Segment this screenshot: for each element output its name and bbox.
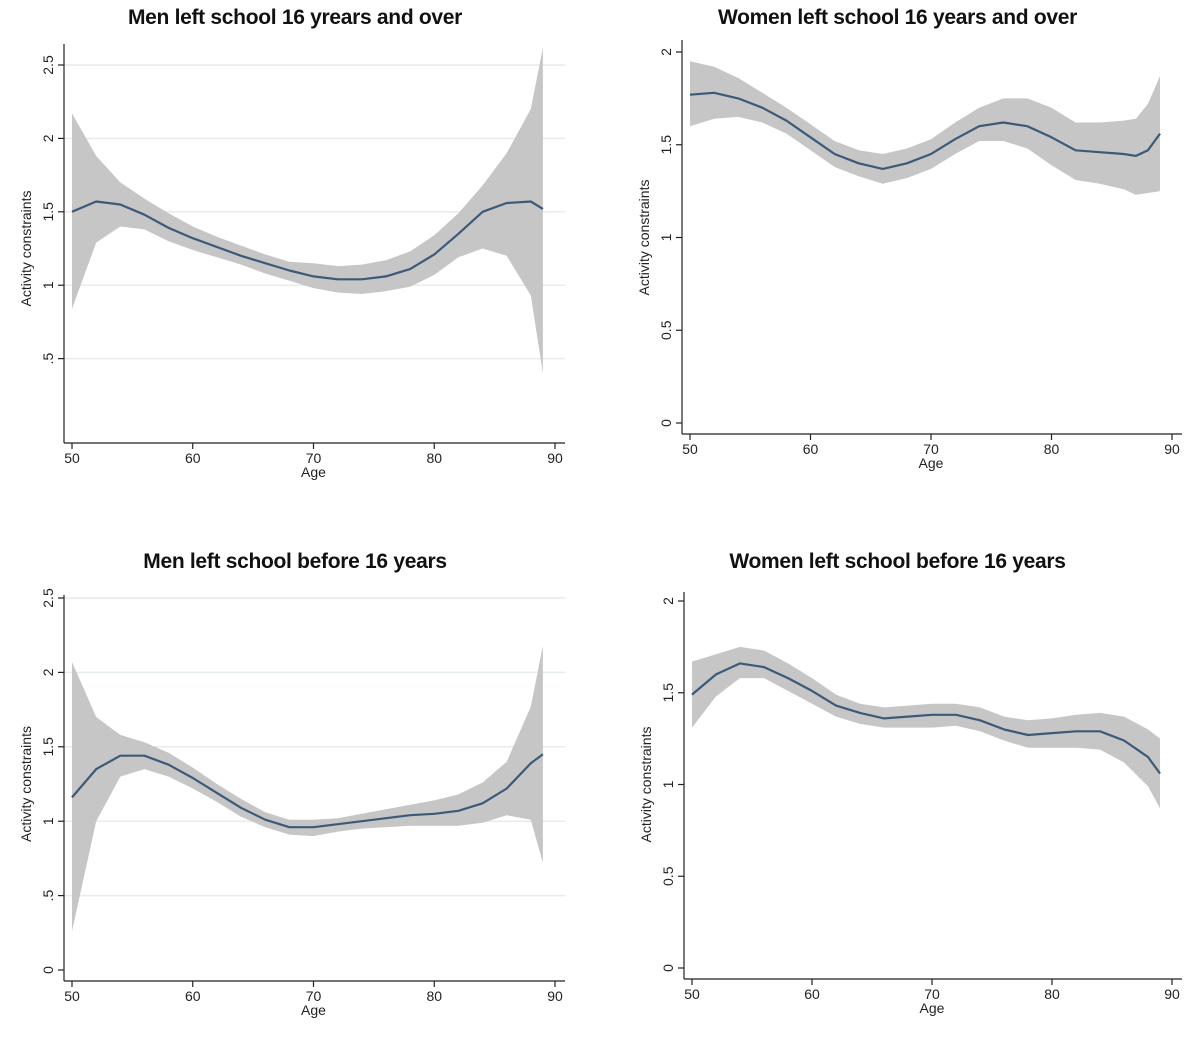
y-tick-label: 0 <box>660 964 676 972</box>
y-tick-label: 2 <box>40 134 56 142</box>
confidence-band <box>692 646 1160 809</box>
x-tick-label: 50 <box>64 988 80 1004</box>
x-tick-label: 60 <box>803 441 819 457</box>
y-tick-label: 2.5 <box>40 588 56 608</box>
x-tick-label: 80 <box>426 450 442 466</box>
x-tick-label: 50 <box>682 441 698 457</box>
x-tick-label: 70 <box>306 450 322 466</box>
y-tick-label: 2 <box>658 48 674 56</box>
y-tick-label: 0.5 <box>660 866 676 886</box>
y-axis-label: Activity constraints <box>18 726 34 842</box>
y-tick-label: 1 <box>40 817 56 825</box>
chart-panel-women-before-16: Women left school before 16 years 0 0.5 1 1… <box>600 540 1195 1032</box>
y-tick-label: 1.5 <box>40 202 56 222</box>
y-tick-label: .5 <box>40 890 56 902</box>
x-tick-label: 70 <box>306 988 322 1004</box>
series-line-mean <box>689 91 1161 170</box>
chart-title: Men left school 16 yrears and over <box>127 6 463 29</box>
line-chart-women-16-and-over: 0 0.5 1 1.5 2 50 60 70 80 90 Age Activity constrain… <box>636 40 1182 471</box>
x-tick-label: 80 <box>426 988 442 1004</box>
y-tick-label: 2 <box>40 668 56 676</box>
chart-title: Men left school before 16 years <box>143 550 447 573</box>
y-tick-label: 1.5 <box>40 737 56 757</box>
chart-panel-women-16-and-over: Women left school 16 years and over 0 0.5… <box>600 0 1195 500</box>
chart-title: Women left school 16 years and over <box>717 6 1078 29</box>
x-axis-label: Age <box>301 464 326 480</box>
y-axis-label: Activity constraints <box>638 727 654 843</box>
y-tick-label: 1 <box>658 233 674 241</box>
x-tick-label: 90 <box>1164 986 1180 1002</box>
confidence-band <box>72 47 543 374</box>
y-tick-label: 1.5 <box>660 683 676 703</box>
y-tick-label: 0.5 <box>658 320 674 340</box>
series-line-mean <box>691 662 1161 775</box>
series-line-mean <box>71 200 544 281</box>
x-axis-label: Age <box>920 1000 945 1016</box>
y-axis-label: Activity constraints <box>18 191 34 307</box>
series-line-mean <box>71 753 544 829</box>
y-tick-label: 2.5 <box>40 55 56 75</box>
x-tick-label: 50 <box>684 986 700 1002</box>
x-tick-label: 90 <box>547 988 563 1004</box>
confidence-band <box>72 645 543 932</box>
x-axis-label: Age <box>919 455 944 471</box>
y-tick-label: 1 <box>40 281 56 289</box>
x-axis-label: Age <box>301 1002 326 1018</box>
x-tick-label: 60 <box>804 986 820 1002</box>
x-tick-label: 60 <box>185 988 201 1004</box>
y-tick-label: 2 <box>660 597 676 605</box>
y-tick-label: 0 <box>40 966 56 974</box>
x-tick-label: 60 <box>185 450 201 466</box>
y-axis-label: Activity constraints <box>636 180 652 296</box>
confidence-band <box>690 61 1160 195</box>
x-tick-label: 80 <box>1044 441 1060 457</box>
x-tick-label: 70 <box>923 441 939 457</box>
chart-panel-men-16-and-over: Men left school 16 yrears and over .5 1 1.… <box>0 0 590 500</box>
line-chart-men-before-16: 0 .5 1 1.5 2 2.5 50 60 70 80 90 Age Activity constra… <box>18 588 565 1018</box>
y-tick-label: .5 <box>40 353 56 365</box>
line-chart-women-before-16: 0 0.5 1 1.5 2 50 60 70 80 90 Age Activity constrain… <box>638 592 1182 1016</box>
chart-title: Women left school before 16 years <box>729 550 1066 573</box>
line-chart-men-16-and-over: .5 1 1.5 2 2.5 50 60 70 80 90 Age Activity constrai… <box>18 44 565 480</box>
x-tick-label: 90 <box>547 450 563 466</box>
x-tick-label: 90 <box>1164 441 1180 457</box>
x-tick-label: 50 <box>64 450 80 466</box>
x-tick-label: 80 <box>1044 986 1060 1002</box>
y-tick-label: 0 <box>658 419 674 427</box>
x-tick-label: 70 <box>924 986 940 1002</box>
y-tick-label: 1.5 <box>658 135 674 155</box>
y-tick-label: 1 <box>660 780 676 788</box>
chart-panel-men-before-16: Men left school before 16 years 0 .5 1 1.5 2… <box>0 540 590 1032</box>
